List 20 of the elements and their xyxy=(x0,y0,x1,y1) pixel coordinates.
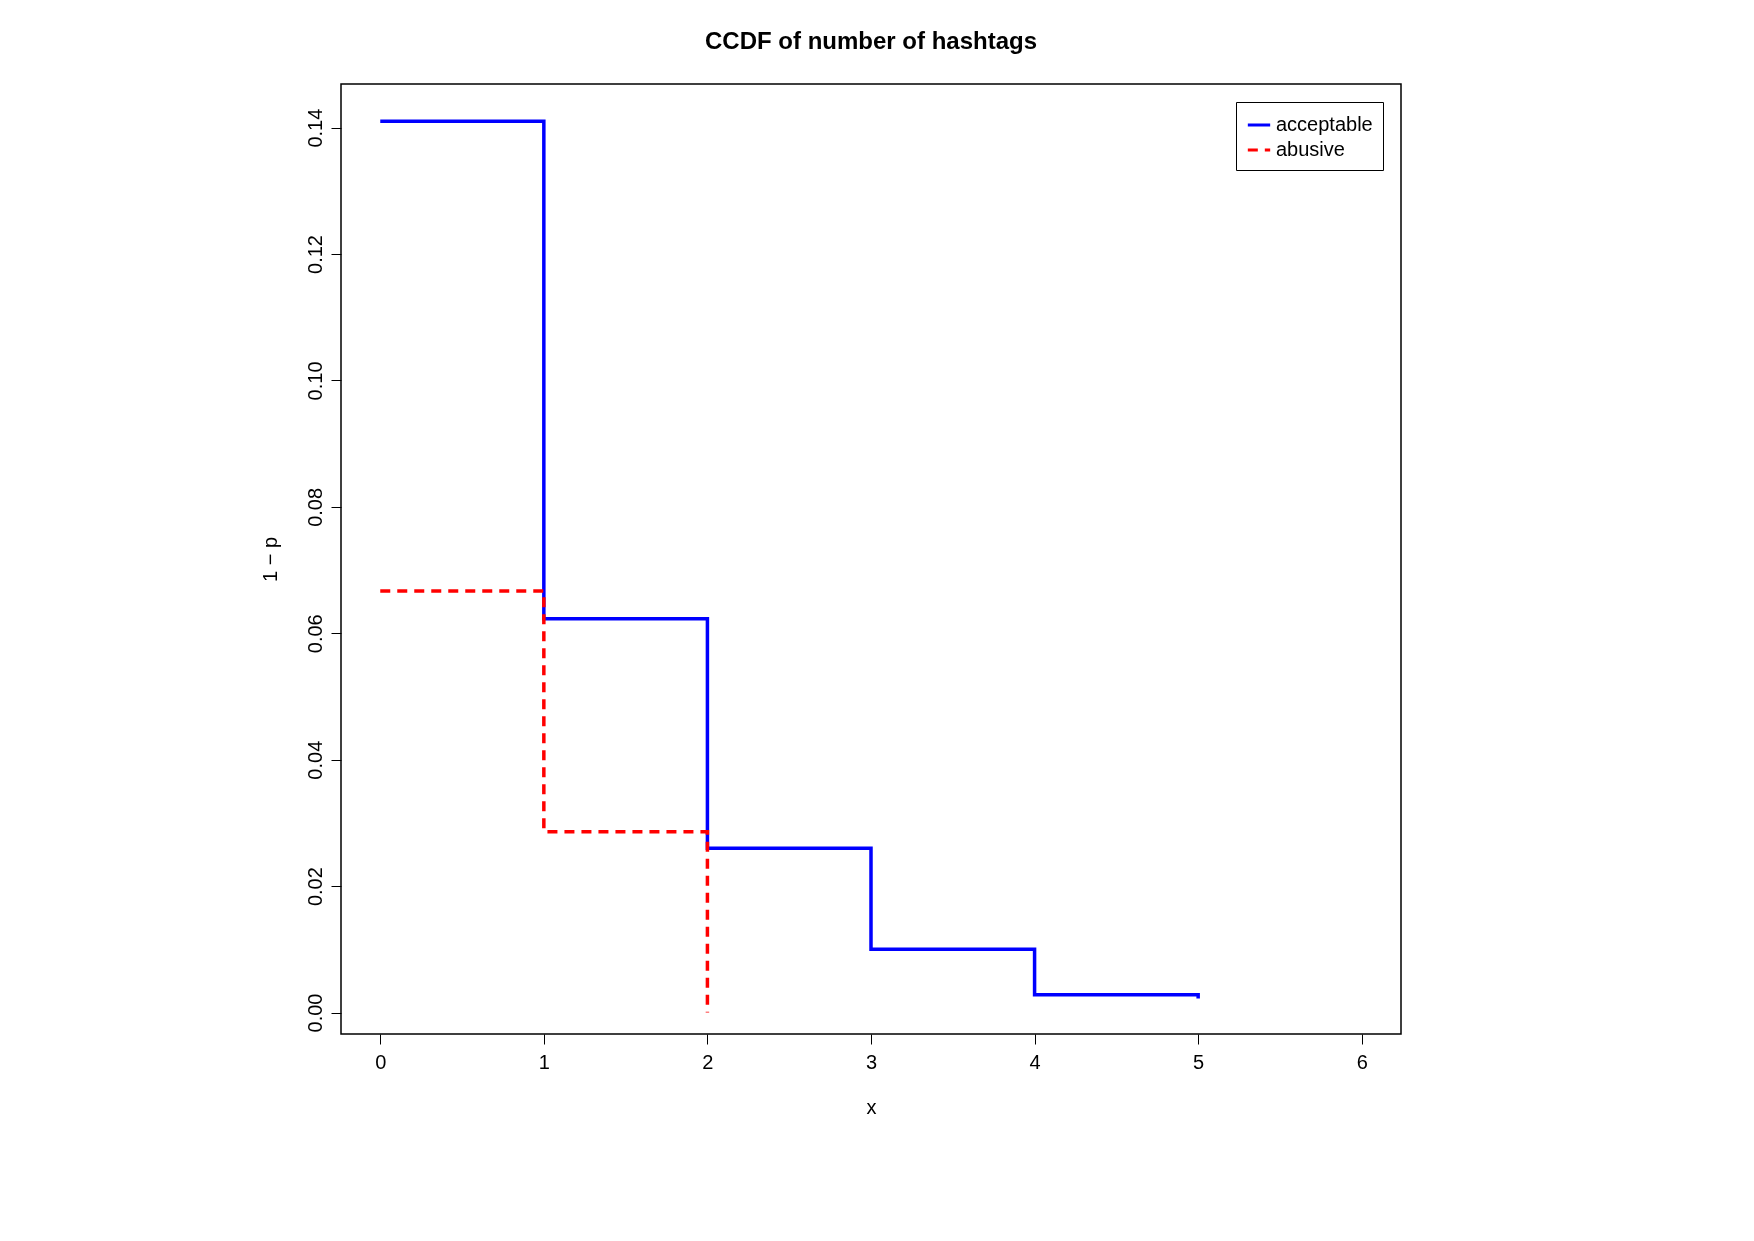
x-tick-label: 4 xyxy=(1029,1050,1041,1073)
y-tick-label: 0.04 xyxy=(303,740,326,780)
x-tick-label: 2 xyxy=(702,1050,714,1073)
y-tick-label: 0.00 xyxy=(303,993,326,1033)
y-tick-label: 0.06 xyxy=(303,614,326,654)
x-tick-label: 1 xyxy=(538,1050,550,1073)
y-axis-title: 1 − p xyxy=(258,536,281,583)
y-tick-label: 0.12 xyxy=(303,235,326,274)
x-axis-title: x xyxy=(866,1095,877,1118)
legend-label: abusive xyxy=(1276,138,1345,160)
x-tick-label: 3 xyxy=(865,1050,878,1073)
x-tick-label: 5 xyxy=(1193,1050,1205,1073)
x-tick-label: 6 xyxy=(1356,1050,1368,1073)
chart-title: CCDF of number of hashtags xyxy=(704,27,1038,54)
y-tick-label: 0.10 xyxy=(303,361,326,401)
y-tick-label: 0.08 xyxy=(303,487,326,527)
legend-label: acceptable xyxy=(1276,113,1373,135)
y-tick-label: 0.14 xyxy=(303,108,326,148)
x-tick-label: 0 xyxy=(375,1050,387,1073)
y-tick-label: 0.02 xyxy=(303,867,326,907)
